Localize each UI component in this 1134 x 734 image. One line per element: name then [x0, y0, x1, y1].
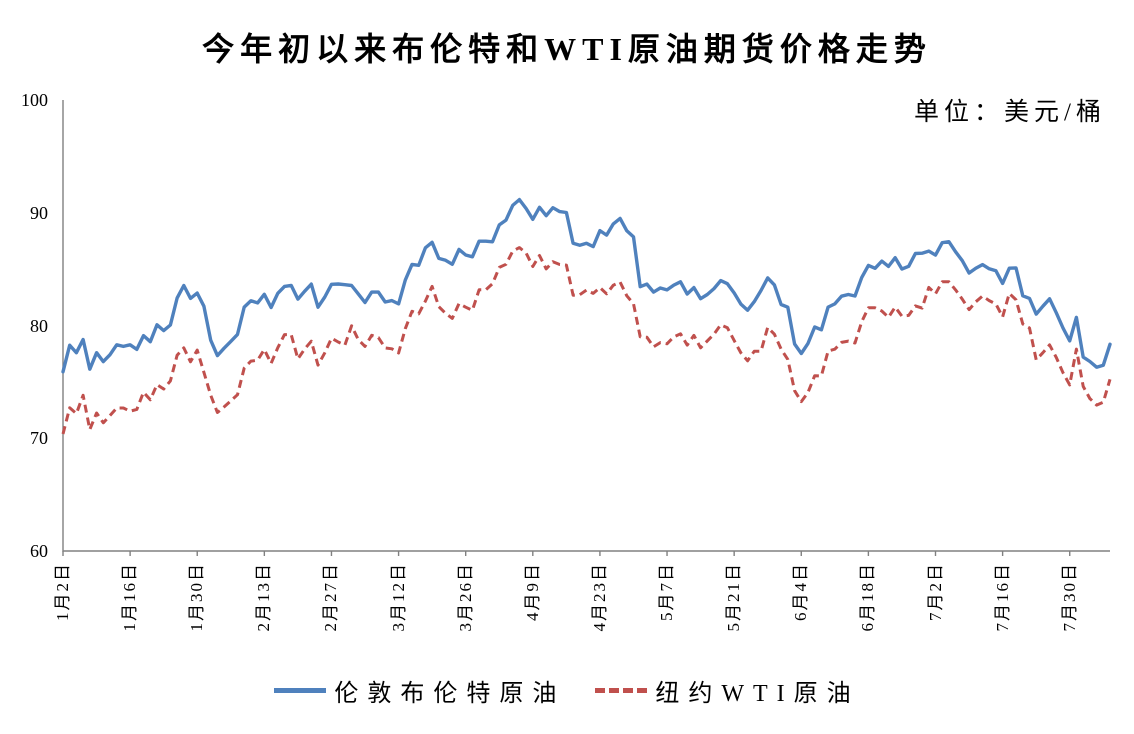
chart-title: 今年初以来布伦特和WTI原油期货价格走势: [202, 31, 932, 67]
x-tick-label: 2月13日: [254, 562, 274, 632]
x-tick-label: 6月4日: [791, 562, 811, 621]
y-tick-label: 60: [30, 541, 48, 561]
x-tick-label: 5月7日: [657, 562, 677, 621]
x-tick-label: 3月26日: [455, 562, 475, 632]
brent-price-line: [61, 197, 1112, 374]
data-series-lines: [61, 197, 1112, 435]
axis-lines: [62, 100, 1110, 552]
legend-label-brent: 伦敦布伦特原油: [334, 680, 566, 707]
brent-line-sample-icon: [274, 687, 327, 693]
x-tick-label: 5月21日: [724, 562, 744, 632]
x-tick-label: 1月16日: [120, 562, 140, 632]
x-tick-label: 7月16日: [992, 562, 1012, 632]
chart-legend: 伦敦布伦特原油 纽约WTI原油: [0, 668, 1134, 712]
y-tick-label: 70: [30, 428, 48, 449]
y-tick-label: 80: [30, 315, 48, 336]
x-tick-label: 7月2日: [925, 562, 945, 621]
x-tick-label: 4月23日: [589, 562, 609, 632]
x-tick-label: 4月9日: [522, 562, 542, 621]
wti-price-line: [61, 246, 1112, 435]
legend-label-wti: 纽约WTI原油: [655, 680, 860, 707]
x-tick-label: 3月12日: [388, 562, 408, 632]
axes: [62, 100, 1110, 556]
x-tick-label: 1月30日: [187, 562, 207, 632]
y-tick-label: 90: [30, 202, 48, 223]
y-tick-label: 100: [21, 90, 48, 110]
unit-label: 单位：美元/桶: [914, 99, 1106, 126]
x-tick-label: 1月2日: [53, 562, 72, 621]
x-tick-label: 7月30日: [1059, 562, 1079, 632]
wti-line-sample-icon: [595, 687, 648, 693]
legend-item-wti: 纽约WTI原油: [595, 673, 859, 708]
x-tick-label: 2月27日: [321, 562, 341, 632]
legend-item-brent: 伦敦布伦特原油: [274, 673, 565, 708]
x-tick-label: 6月18日: [858, 562, 878, 632]
